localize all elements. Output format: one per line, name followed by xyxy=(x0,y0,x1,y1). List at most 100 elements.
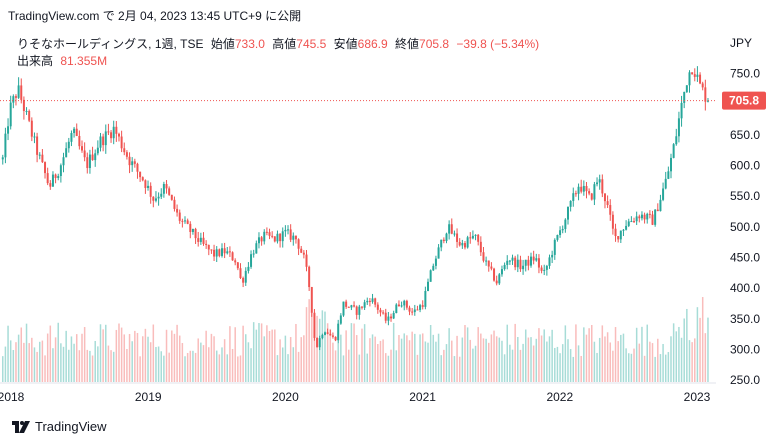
volume-bar xyxy=(350,323,353,382)
volume-bar xyxy=(591,325,593,382)
volume-bar xyxy=(112,351,115,382)
volume-bar xyxy=(667,352,670,382)
candle-body xyxy=(316,337,319,348)
volume-bar xyxy=(527,337,530,382)
candle-body xyxy=(226,251,229,254)
candle-body xyxy=(297,239,300,249)
volume-bar xyxy=(12,350,15,382)
volume-bar xyxy=(477,327,479,382)
volume-bar xyxy=(321,310,324,382)
volume-bar xyxy=(255,329,258,382)
volume-bar xyxy=(353,323,355,382)
volume-bar xyxy=(38,341,41,382)
volume-bar xyxy=(142,336,144,382)
candle-body xyxy=(635,216,638,222)
candle-body xyxy=(94,153,97,161)
candle-body xyxy=(213,249,216,257)
volume-bar xyxy=(33,347,36,382)
volume-bar xyxy=(313,320,316,382)
candle-body xyxy=(12,96,15,103)
volume-bar xyxy=(419,334,421,382)
volume-bar xyxy=(276,355,279,382)
candle-body xyxy=(300,248,303,253)
volume-bar xyxy=(231,348,234,382)
volume-bar xyxy=(208,347,210,382)
currency-label: JPY xyxy=(730,36,753,50)
candle-body xyxy=(540,267,543,271)
volume-bar xyxy=(49,325,52,382)
volume-bar xyxy=(546,341,548,382)
volume-bar xyxy=(2,356,4,382)
candle-body xyxy=(617,236,620,240)
candle-body xyxy=(701,83,704,88)
volume-bar xyxy=(524,329,527,382)
volume-bar xyxy=(239,355,242,382)
volume-bar xyxy=(432,334,435,382)
candle-body xyxy=(1,157,4,160)
candle-body xyxy=(413,309,416,313)
candle-body xyxy=(456,233,459,242)
candle-body xyxy=(662,188,665,200)
symbol-info: りそなホールディングス, 1週, TSE xyxy=(17,37,204,51)
time-axis[interactable]: 2018 2019 2020 2021 2022 2023 xyxy=(0,390,711,404)
candle-body xyxy=(577,186,580,194)
candle-body xyxy=(75,128,78,136)
volume-bar xyxy=(89,350,91,382)
price-tick-label: 600.0 xyxy=(730,159,760,173)
volume-bar xyxy=(160,351,162,382)
candle-body xyxy=(685,85,688,92)
volume-bar xyxy=(506,324,508,382)
candle-body xyxy=(112,126,115,139)
candle-body xyxy=(706,100,709,102)
candle-body xyxy=(574,193,577,195)
price-axis[interactable]: 250.0 300.0 350.0 400.0 450.0 500.0 550.0 600.0… xyxy=(730,66,760,387)
volume-bar xyxy=(128,333,131,382)
candle-body xyxy=(680,102,683,119)
volume-bar xyxy=(678,326,680,382)
time-tick-label: 2022 xyxy=(546,390,573,404)
candle-body xyxy=(556,235,559,240)
candle-body xyxy=(91,154,94,161)
candle-body xyxy=(376,304,379,310)
candle-body xyxy=(154,198,157,201)
candle-body xyxy=(374,298,377,305)
volume-bar xyxy=(41,340,44,382)
candle-body xyxy=(564,219,567,230)
volume-bar xyxy=(443,349,445,382)
candle-body xyxy=(448,224,451,234)
volume-bar xyxy=(258,323,260,382)
volume-bar xyxy=(363,324,366,382)
footer[interactable]: TradingView xyxy=(12,419,107,434)
candle-body xyxy=(331,335,334,337)
volume-bar xyxy=(157,346,160,382)
volume-bar xyxy=(371,334,374,382)
candle-body xyxy=(289,229,292,240)
volume-bar xyxy=(495,336,498,382)
volume-bar xyxy=(482,338,485,382)
volume-bar xyxy=(110,350,112,382)
candle-body xyxy=(519,259,522,270)
ohlc-legend: りそなホールディングス, 1週, TSE 始値733.0 高値745.5 安値6… xyxy=(17,35,539,52)
volume-bar xyxy=(52,348,54,382)
candle-body xyxy=(469,237,472,239)
volume-bar xyxy=(501,340,503,382)
volume-bar xyxy=(287,354,289,382)
candle-body xyxy=(144,180,147,188)
candle-body xyxy=(664,178,667,189)
price-tick-label: 350.0 xyxy=(730,312,760,326)
volume-bar xyxy=(279,339,281,382)
volume-bar xyxy=(424,341,427,382)
volume-bar xyxy=(86,349,89,382)
candle-body xyxy=(250,254,253,267)
volume-bar xyxy=(680,337,683,382)
candle-body xyxy=(96,147,99,154)
change-value: −39.8 (−5.34%) xyxy=(456,37,540,51)
candle-body xyxy=(337,323,340,341)
volume-bar xyxy=(469,339,472,382)
volume-bar xyxy=(340,334,342,382)
candle-body xyxy=(463,243,466,248)
volume-bar xyxy=(25,323,28,382)
volume-bar xyxy=(657,338,659,382)
candle-body xyxy=(81,146,84,151)
